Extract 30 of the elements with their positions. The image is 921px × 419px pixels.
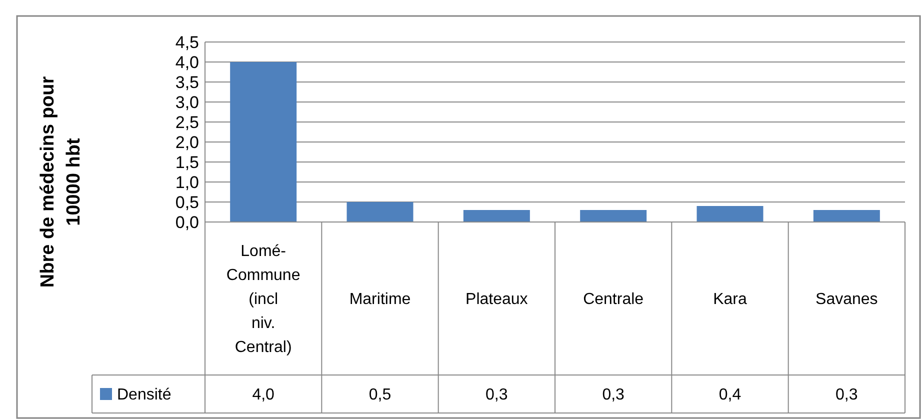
data-label: 0,3 [486,386,508,404]
bar [463,210,530,222]
y-tick-label: 1,0 [175,172,199,192]
x-tick-label: Plateaux [466,291,528,308]
y-tick-label: 2,0 [175,132,199,152]
y-tick-label: 0,0 [175,212,199,232]
data-label: 0,4 [718,386,742,404]
y-axis-title: Nbre de médecins pour 10000 hbt [38,76,85,288]
data-label: 0,5 [368,386,392,404]
y-tick-label: 2,5 [175,112,199,132]
bar [813,210,880,222]
bar [696,206,764,222]
data-label: 0,3 [602,386,625,404]
x-tick-label: Savanes [816,291,878,308]
legend-label: Densité [117,386,172,404]
data-label: 0,3 [836,386,858,404]
y-tick-label: 3,5 [175,72,199,92]
y-tick-label: 1,5 [175,152,199,172]
x-tick-label: Maritime [349,291,411,308]
bar [346,202,414,222]
y-tick-label: 4,0 [175,52,199,72]
bar [580,210,647,222]
x-tick-label: Kara [713,291,747,308]
bar [230,62,297,222]
y-tick-label: 0,5 [175,192,199,212]
x-tick-label: Centrale [583,291,644,308]
x-tick-label: Lomé-Commune (incl niv. Central) [226,243,300,356]
data-label: 4,0 [252,386,275,404]
y-tick-label: 4,5 [175,32,199,52]
y-tick-label: 3,0 [175,92,199,112]
